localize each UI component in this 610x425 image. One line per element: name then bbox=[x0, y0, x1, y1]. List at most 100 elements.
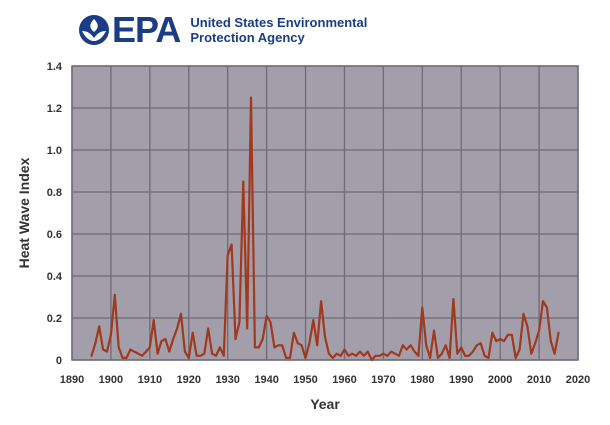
header: EPA United States Environmental Protecti… bbox=[78, 10, 367, 50]
data-point bbox=[180, 312, 182, 315]
y-tick-label: 1.4 bbox=[47, 61, 63, 73]
grid-lines bbox=[71, 65, 579, 361]
data-point bbox=[300, 344, 303, 347]
data-point bbox=[238, 321, 241, 324]
data-point bbox=[518, 348, 521, 351]
x-tick-label: 1970 bbox=[371, 374, 395, 386]
data-point bbox=[538, 329, 540, 332]
data-point bbox=[94, 342, 97, 345]
x-tick-label: 1920 bbox=[177, 374, 201, 386]
x-axis-ticks: 1890 1900 1910 1920 1930 1940 1950 1960 1970 1980… bbox=[60, 374, 590, 386]
data-point bbox=[335, 352, 338, 355]
data-point bbox=[133, 350, 136, 353]
data-point bbox=[460, 346, 463, 349]
data-point bbox=[366, 350, 369, 353]
data-point bbox=[211, 352, 214, 355]
data-point bbox=[503, 340, 505, 342]
data-point bbox=[226, 254, 229, 256]
data-point bbox=[183, 350, 186, 353]
data-points bbox=[90, 96, 560, 361]
data-point bbox=[102, 348, 105, 351]
data-point bbox=[475, 344, 478, 347]
data-point bbox=[456, 352, 459, 355]
data-point bbox=[417, 354, 420, 357]
data-point bbox=[215, 354, 217, 357]
data-point bbox=[331, 357, 334, 359]
data-point bbox=[156, 352, 159, 355]
data-point bbox=[444, 344, 447, 347]
data-point bbox=[191, 331, 194, 334]
data-point bbox=[261, 338, 264, 340]
data-point bbox=[199, 354, 202, 357]
data-point bbox=[168, 350, 171, 353]
data-point bbox=[343, 348, 346, 351]
data-point bbox=[164, 338, 167, 340]
x-tick-label: 1960 bbox=[332, 374, 356, 386]
data-point bbox=[351, 352, 354, 355]
agency-line-1: United States Environmental bbox=[190, 15, 368, 30]
data-point bbox=[394, 352, 396, 355]
data-point bbox=[433, 329, 435, 332]
data-point bbox=[374, 354, 377, 357]
data-point bbox=[312, 319, 315, 321]
data-point bbox=[553, 352, 556, 355]
data-point bbox=[106, 350, 108, 353]
data-point bbox=[421, 306, 424, 309]
data-point bbox=[230, 243, 233, 246]
data-point bbox=[203, 352, 206, 355]
plot-area bbox=[71, 65, 579, 361]
data-point bbox=[483, 354, 486, 357]
x-tick-label: 1910 bbox=[138, 374, 162, 386]
y-axis-ticks: 0 0.2 0.4 0.6 0.8 1.0 1.2 1.4 bbox=[47, 61, 63, 367]
data-point bbox=[499, 338, 502, 340]
x-tick-label: 1980 bbox=[410, 374, 434, 386]
data-point bbox=[510, 333, 513, 336]
data-point bbox=[110, 333, 112, 336]
data-point bbox=[137, 352, 140, 355]
data-point bbox=[265, 315, 268, 317]
data-point bbox=[557, 331, 560, 334]
y-tick-label: 1.2 bbox=[47, 103, 62, 115]
data-point bbox=[289, 357, 291, 359]
data-point bbox=[254, 346, 256, 349]
data-point bbox=[468, 354, 470, 357]
y-tick-label: 0.8 bbox=[47, 187, 62, 199]
x-tick-label: 1930 bbox=[215, 374, 239, 386]
data-point bbox=[363, 354, 365, 357]
data-point bbox=[464, 354, 467, 357]
data-point bbox=[526, 325, 529, 328]
data-point bbox=[222, 354, 225, 357]
data-point bbox=[125, 357, 128, 359]
data-point bbox=[347, 354, 350, 357]
agency-line-2: Protection Agency bbox=[190, 30, 305, 45]
data-point bbox=[549, 340, 552, 342]
data-point bbox=[390, 350, 393, 353]
x-axis-title: Year bbox=[310, 396, 340, 412]
data-point bbox=[542, 300, 544, 303]
data-point bbox=[355, 354, 358, 357]
data-point bbox=[320, 300, 323, 303]
data-point bbox=[514, 357, 517, 359]
data-point bbox=[121, 357, 124, 359]
data-point bbox=[308, 342, 311, 345]
data-point bbox=[440, 352, 443, 355]
data-point bbox=[304, 357, 307, 359]
y-tick-label: 0.4 bbox=[47, 271, 63, 283]
data-point bbox=[507, 333, 509, 336]
x-tick-label: 2020 bbox=[566, 374, 590, 386]
data-point bbox=[98, 325, 101, 328]
data-point bbox=[269, 321, 272, 324]
epa-logo-text: EPA bbox=[112, 9, 181, 50]
data-point bbox=[117, 346, 120, 349]
data-point bbox=[398, 354, 400, 357]
data-point bbox=[207, 327, 210, 330]
data-point bbox=[530, 352, 533, 355]
data-point bbox=[172, 338, 175, 340]
data-point bbox=[386, 354, 389, 357]
agency-name: United States Environmental Protection A… bbox=[190, 15, 367, 45]
data-point bbox=[250, 96, 252, 99]
data-point bbox=[234, 338, 237, 340]
data-point bbox=[316, 344, 319, 347]
x-tick-label: 2010 bbox=[527, 374, 551, 386]
data-point bbox=[90, 354, 93, 357]
